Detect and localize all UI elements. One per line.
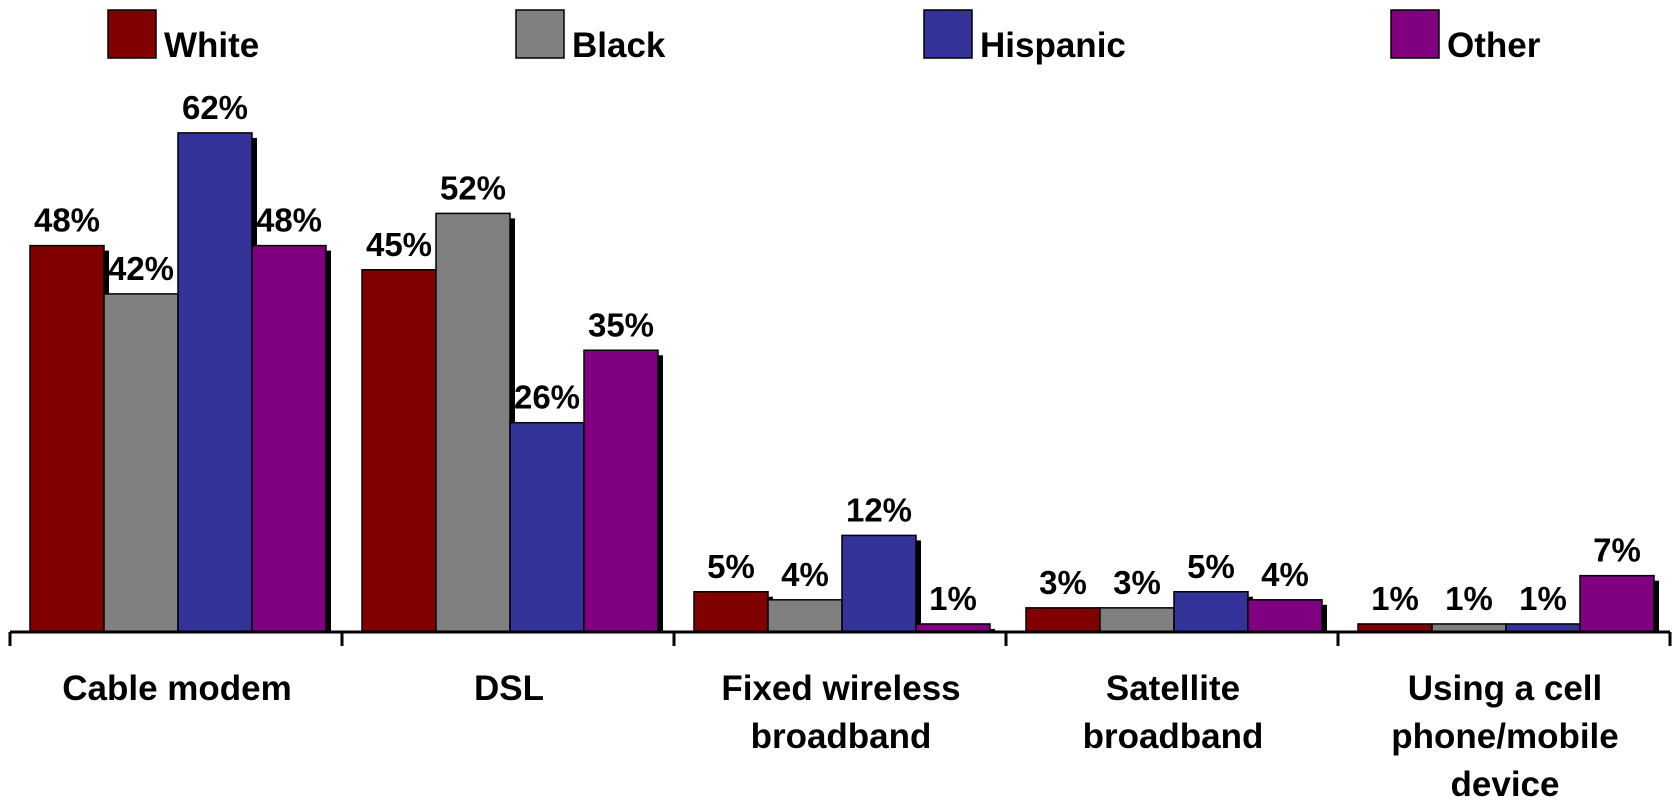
category-label-cable-modem: Cable modem bbox=[62, 669, 292, 708]
bar-other-using-a-cell-phone-mobile-device bbox=[1579, 574, 1655, 633]
bar-white-fixed-wireless-broadband bbox=[693, 591, 769, 633]
bar-other-dsl bbox=[583, 349, 659, 633]
data-label-other-using-a-cell-phone-mobile-device: 7% bbox=[1593, 532, 1641, 569]
data-label-white-satellite-broadband: 3% bbox=[1039, 564, 1087, 601]
data-label-hispanic-dsl: 26% bbox=[514, 379, 580, 416]
data-label-other-satellite-broadband: 4% bbox=[1261, 556, 1309, 593]
bar-black-satellite-broadband bbox=[1099, 607, 1175, 633]
bar-black-cable-modem bbox=[103, 293, 179, 633]
x-axis bbox=[8, 630, 1672, 646]
legend-label-hispanic: Hispanic bbox=[980, 26, 1126, 65]
bar-hispanic-dsl bbox=[509, 421, 585, 633]
bar-black-dsl bbox=[435, 212, 511, 633]
bar-other-cable-modem bbox=[251, 244, 327, 633]
bar-black-fixed-wireless-broadband bbox=[767, 599, 843, 633]
bar-hispanic-cable-modem bbox=[177, 132, 253, 633]
bar-white-dsl bbox=[361, 269, 437, 633]
category-label-using-a-cell-phone-mobile-device: Using a cell phone/mobile device bbox=[1391, 669, 1619, 802]
data-label-black-cable-modem: 42% bbox=[108, 250, 174, 287]
legend-swatch-other bbox=[1390, 9, 1440, 59]
data-label-black-satellite-broadband: 3% bbox=[1113, 564, 1161, 601]
data-label-white-fixed-wireless-broadband: 5% bbox=[707, 548, 755, 585]
data-label-hispanic-using-a-cell-phone-mobile-device: 1% bbox=[1519, 580, 1567, 617]
category-label-fixed-wireless-broadband: Fixed wireless broadband bbox=[721, 669, 960, 756]
legend-swatch-hispanic bbox=[923, 9, 973, 59]
category-label-dsl: DSL bbox=[474, 669, 544, 708]
data-label-other-cable-modem: 48% bbox=[256, 202, 322, 239]
bar-hispanic-satellite-broadband bbox=[1173, 591, 1249, 633]
legend-label-black: Black bbox=[572, 26, 666, 65]
data-label-other-dsl: 35% bbox=[588, 306, 654, 343]
legend-swatch-white bbox=[107, 9, 157, 59]
bar-white-cable-modem bbox=[29, 244, 105, 633]
data-label-other-fixed-wireless-broadband: 1% bbox=[929, 580, 977, 617]
data-label-hispanic-cable-modem: 62% bbox=[182, 89, 248, 126]
data-label-white-cable-modem: 48% bbox=[34, 202, 100, 239]
data-label-white-using-a-cell-phone-mobile-device: 1% bbox=[1371, 580, 1419, 617]
bar-other-satellite-broadband bbox=[1247, 599, 1323, 633]
data-label-hispanic-satellite-broadband: 5% bbox=[1187, 548, 1235, 585]
bars bbox=[29, 132, 1659, 633]
bar-hispanic-fixed-wireless-broadband bbox=[841, 534, 917, 633]
data-label-white-dsl: 45% bbox=[366, 226, 432, 263]
data-label-black-dsl: 52% bbox=[440, 169, 506, 206]
data-label-hispanic-fixed-wireless-broadband: 12% bbox=[846, 491, 912, 528]
legend-label-other: Other bbox=[1447, 26, 1541, 65]
legend-label-white: White bbox=[164, 26, 259, 65]
legend: White Black Hispanic Other bbox=[107, 9, 1541, 65]
legend-swatch-black bbox=[515, 9, 565, 59]
category-label-satellite-broadband: Satellite broadband bbox=[1083, 669, 1264, 756]
data-label-black-using-a-cell-phone-mobile-device: 1% bbox=[1445, 580, 1493, 617]
data-labels: 48%42%62%48%45%52%26%35%5% 4%12%1% 3% 3% 5% 4… bbox=[34, 89, 1641, 617]
bar-white-satellite-broadband bbox=[1025, 607, 1101, 633]
category-labels: Cable modem DSL Fixed wireless broadband Sat… bbox=[62, 669, 1619, 802]
data-label-black-fixed-wireless-broadband: 4% bbox=[781, 556, 829, 593]
